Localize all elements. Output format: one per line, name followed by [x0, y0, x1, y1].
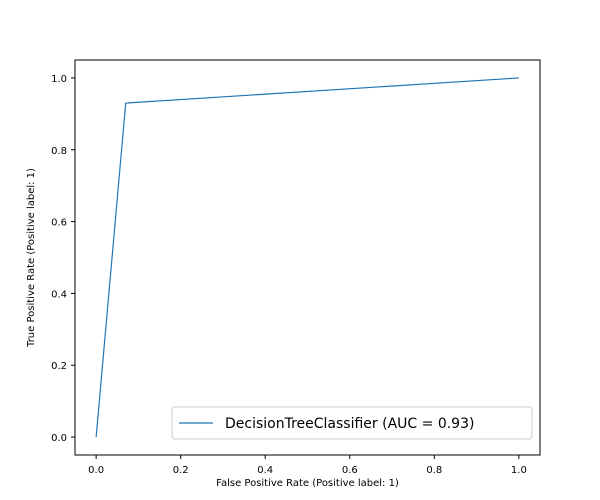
y-tick-label: 0.4	[51, 289, 67, 300]
series-layer	[95, 77, 519, 438]
legend-frame	[171, 406, 533, 440]
legend-entry-label: DecisionTreeClassifier (AUC = 0.93)	[225, 416, 474, 432]
x-tick-label: 0.2	[173, 465, 189, 476]
y-tick-label: 0.2	[51, 361, 67, 372]
y-tick-label: 0.0	[51, 433, 67, 444]
legend: DecisionTreeClassifier (AUC = 0.93)	[171, 406, 533, 440]
axes-frame	[74, 59, 541, 456]
y-tick-label: 0.6	[51, 218, 67, 229]
x-tick-label: 0.4	[257, 465, 273, 476]
x-axis-ticks: 0.0 0.2 0.4 0.6 0.8 1.0	[88, 455, 527, 476]
x-tick-label: 0.8	[426, 465, 442, 476]
y-tick-label: 1.0	[51, 74, 67, 85]
y-tick-label: 0.8	[51, 146, 67, 157]
x-tick-label: 0.0	[88, 465, 104, 476]
x-tick-label: 1.0	[511, 465, 527, 476]
y-axis-ticks: 0.0 0.2 0.4 0.6 0.8 1.0	[51, 74, 75, 444]
x-axis-label: False Positive Rate (Positive label: 1)	[216, 478, 399, 489]
roc-curve-line	[95, 77, 519, 438]
y-axis-label: True Positive Rate (Positive label: 1)	[26, 168, 37, 348]
plot-area	[74, 59, 541, 456]
x-tick-label: 0.6	[342, 465, 358, 476]
